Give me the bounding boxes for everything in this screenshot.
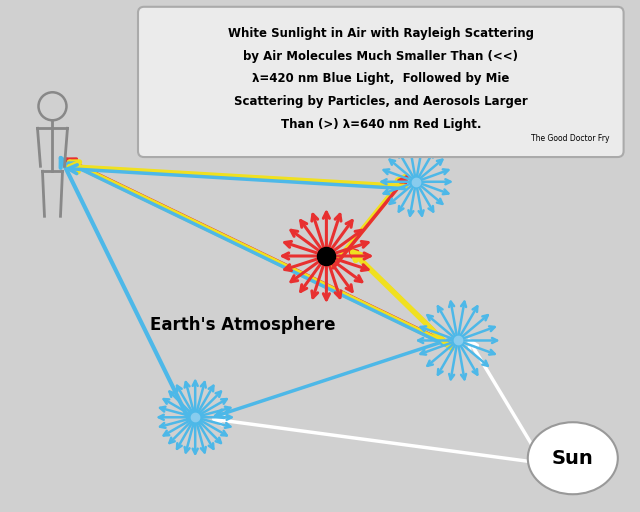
Text: λ=420 nm Blue Light,  Followed by Mie: λ=420 nm Blue Light, Followed by Mie — [252, 72, 509, 86]
Text: Earth's Atmosphere: Earth's Atmosphere — [150, 316, 336, 334]
Text: Scattering by Particles, and Aerosols Larger: Scattering by Particles, and Aerosols La… — [234, 95, 527, 108]
Text: The Good Doctor Fry: The Good Doctor Fry — [531, 134, 610, 143]
Text: White Sunlight in Air with Rayleigh Scattering: White Sunlight in Air with Rayleigh Scat… — [228, 27, 534, 40]
Ellipse shape — [528, 422, 618, 494]
Text: Sun: Sun — [552, 449, 594, 468]
Text: by Air Molecules Much Smaller Than (<<): by Air Molecules Much Smaller Than (<<) — [243, 50, 518, 62]
FancyBboxPatch shape — [138, 7, 623, 157]
Text: Than (>) λ=640 nm Red Light.: Than (>) λ=640 nm Red Light. — [280, 118, 481, 131]
